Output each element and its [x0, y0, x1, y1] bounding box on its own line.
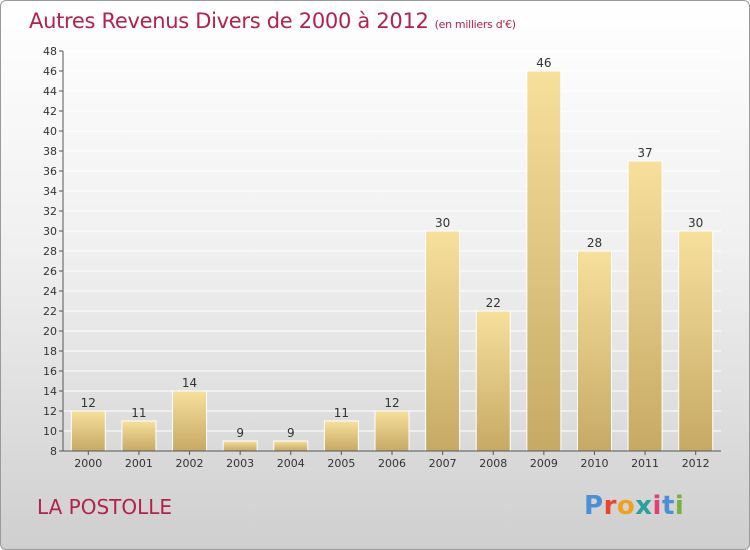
- x-tick-label: 2007: [429, 457, 457, 470]
- y-tick-label: 8: [50, 445, 57, 458]
- y-tick-label: 38: [43, 145, 57, 158]
- x-tick-label: 2005: [327, 457, 355, 470]
- y-tick-label: 10: [43, 425, 57, 438]
- data-label: 9: [287, 426, 295, 440]
- data-label: 11: [334, 406, 349, 420]
- x-tick-label: 2000: [74, 457, 102, 470]
- x-tick-label: 2010: [580, 457, 608, 470]
- y-axis: 8 10 12 14 16 18 20 22 24 26 28 30 32 34 36 38 40 42 44 46 4…: [43, 45, 64, 458]
- y-tick-label: 32: [43, 205, 57, 218]
- y-tick-label: 48: [43, 45, 57, 58]
- bar: [678, 230, 714, 452]
- data-label: 11: [131, 406, 146, 420]
- data-label: 22: [486, 296, 501, 310]
- y-tick-label: 46: [43, 65, 57, 78]
- bar: [576, 250, 612, 452]
- y-tick-label: 16: [43, 365, 57, 378]
- y-tick-label: 22: [43, 305, 57, 318]
- x-tick-label: 2006: [378, 457, 406, 470]
- y-tick-label: 20: [43, 325, 57, 338]
- bar: [627, 160, 663, 452]
- bar: [323, 420, 359, 452]
- data-label: 12: [384, 396, 399, 410]
- logo-letter: o: [616, 491, 636, 521]
- y-tick-label: 44: [43, 85, 57, 98]
- x-axis: 2000 2001 2002 2003 2004 2005 2006 2007 2008 2009…: [63, 450, 721, 470]
- x-tick-label: 2012: [682, 457, 710, 470]
- y-tick-label: 28: [43, 245, 57, 258]
- y-tick-label: 40: [43, 125, 57, 138]
- logo-letter: P: [584, 491, 604, 521]
- x-tick-label: 2011: [631, 457, 659, 470]
- bar: [172, 390, 208, 452]
- y-tick-label: 36: [43, 165, 57, 178]
- y-tick-label: 12: [43, 405, 57, 418]
- y-tick-label: 34: [43, 185, 57, 198]
- title-text: Autres Revenus Divers de 2000 à 2012: [29, 9, 429, 33]
- bar: [273, 440, 309, 452]
- y-tick-label: 26: [43, 265, 57, 278]
- logo-letter: x: [635, 491, 653, 521]
- bar: [425, 230, 461, 452]
- logo-letter: i: [652, 491, 662, 521]
- bar: [121, 420, 157, 452]
- x-tick-label: 2008: [479, 457, 507, 470]
- logo-letter: i: [674, 491, 685, 521]
- y-tick-label: 18: [43, 345, 57, 358]
- chart-title: Autres Revenus Divers de 2000 à 2012 (en …: [29, 9, 516, 33]
- data-label: 30: [688, 216, 703, 230]
- x-tick-label: 2004: [277, 457, 305, 470]
- x-tick-label: 2001: [125, 457, 153, 470]
- y-tick-label: 14: [43, 385, 57, 398]
- data-label: 14: [182, 376, 197, 390]
- x-tick-label: 2003: [226, 457, 254, 470]
- chart-subtitle: (en milliers d'€): [434, 18, 516, 31]
- gridlines: [63, 50, 721, 452]
- x-tick-label: 2009: [530, 457, 558, 470]
- data-label: 30: [435, 216, 450, 230]
- data-label: 37: [637, 146, 652, 160]
- logo-letter: r: [603, 491, 617, 521]
- y-tick-label: 30: [43, 225, 57, 238]
- logo-letter: t: [661, 491, 675, 521]
- data-label: 46: [536, 56, 551, 70]
- y-tick-label: 24: [43, 285, 57, 298]
- data-label: 9: [236, 426, 244, 440]
- place-name: LA POSTOLLE: [37, 495, 173, 519]
- x-tick-label: 2002: [176, 457, 204, 470]
- proxiti-logo: Proxiti: [584, 491, 684, 521]
- bar: [70, 410, 106, 452]
- bar: [374, 410, 410, 452]
- data-label: 12: [81, 396, 96, 410]
- data-label: 28: [587, 236, 602, 250]
- bar: [526, 70, 562, 452]
- bars: 12 11 14 9 9 11 12 30 22 46 28 37 30: [70, 56, 714, 452]
- y-tick-label: 42: [43, 105, 57, 118]
- bar: [222, 440, 258, 452]
- bar: [475, 310, 511, 452]
